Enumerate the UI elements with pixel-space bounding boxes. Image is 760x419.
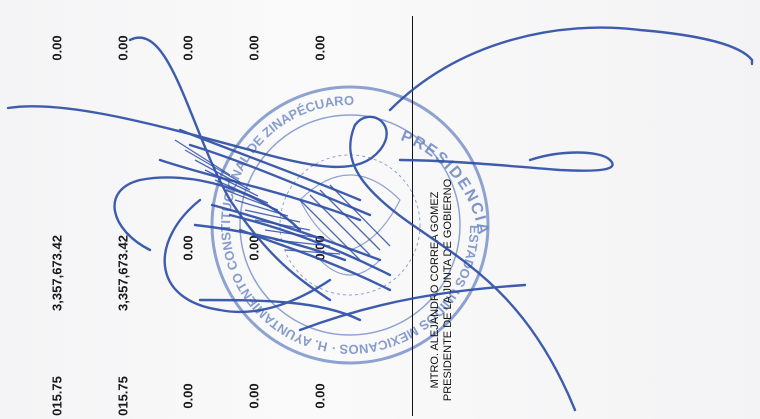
signature-line: [412, 16, 413, 416]
